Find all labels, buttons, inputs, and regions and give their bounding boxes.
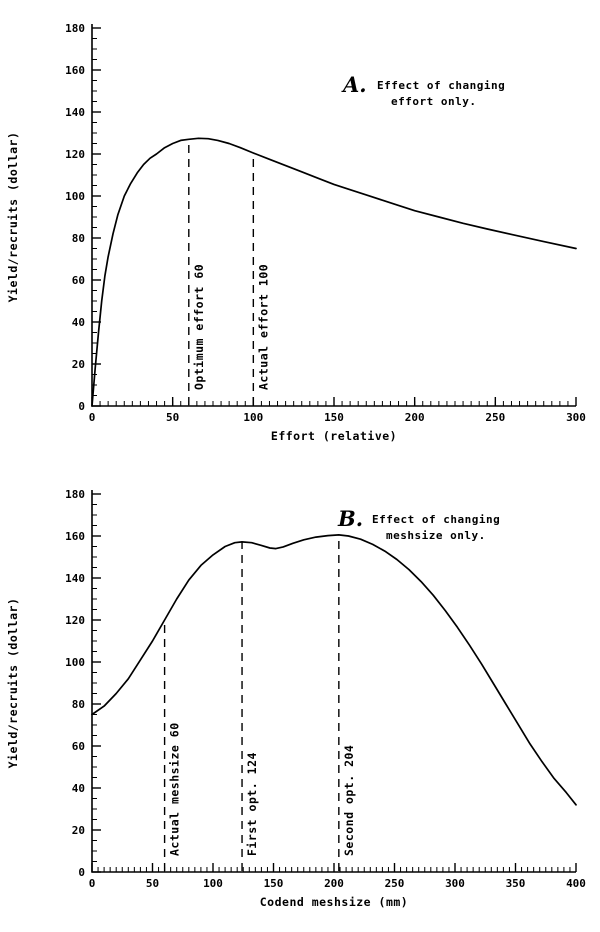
chart-b-svg: 0 50 100 150 200 250 300 350 400 0 20 40 60 80 100 120 1…	[6, 488, 586, 909]
marker-label: Actual effort 100	[256, 264, 270, 390]
x-tick-label: 350	[506, 877, 526, 890]
y-axis-title: Yield/recruits (dollar)	[6, 598, 20, 769]
y-tick-label: 120	[65, 148, 85, 161]
chart-panel-a: 0 50 100 150 200 250 300 0 20 40 60 80 100 120 140 160 1…	[6, 22, 586, 443]
y-tick-label: 140	[65, 572, 85, 585]
y-tick-label: 40	[72, 782, 85, 795]
marker-label: First opt. 124	[245, 752, 259, 856]
annotation-line-2: meshsize only.	[386, 529, 486, 542]
curve-yield-per-recruit-vs-meshsize	[91, 534, 577, 806]
x-tick-label: 0	[89, 411, 96, 424]
x-tick-label: 300	[445, 877, 465, 890]
y-tick-label: 160	[65, 64, 85, 77]
y-axis-title: Yield/recruits (dollar)	[6, 132, 20, 303]
x-tick-label: 100	[203, 877, 223, 890]
y-tick-label: 80	[72, 232, 85, 245]
annotation-line-1: Effect of changing	[377, 79, 505, 92]
y-tick-label: 160	[65, 530, 85, 543]
y-tick-label: 40	[72, 316, 85, 329]
x-tick-label: 100	[243, 411, 263, 424]
marker-label: Second opt. 204	[342, 745, 356, 856]
x-tick-label: 50	[146, 877, 159, 890]
x-axis-title: Effort (relative)	[271, 429, 397, 443]
chart-panel-b: 0 50 100 150 200 250 300 350 400 0 20 40 60 80 100 120 1…	[0, 466, 600, 932]
y-tick-label: 140	[65, 106, 85, 119]
panel-letter: A.	[341, 72, 367, 97]
y-tick-label: 180	[65, 22, 85, 35]
y-tick-label: 60	[72, 740, 85, 753]
y-tick-label: 20	[72, 824, 85, 837]
x-tick-label: 250	[485, 411, 505, 424]
y-tick-label: 180	[65, 488, 85, 501]
x-tick-label: 150	[324, 411, 344, 424]
panel-letter: B.	[337, 506, 363, 531]
x-tick-label: 200	[405, 411, 425, 424]
y-tick-label: 0	[78, 866, 85, 879]
x-tick-label: 300	[566, 411, 586, 424]
x-axis-title: Codend meshsize (mm)	[260, 895, 408, 909]
x-tick-label: 200	[324, 877, 344, 890]
curve-yield-per-recruit-vs-effort	[91, 137, 577, 407]
x-tick-label: 250	[385, 877, 405, 890]
x-tick-label: 400	[566, 877, 586, 890]
marker-label: Actual meshsize 60	[168, 722, 182, 856]
x-tick-label: 50	[166, 411, 179, 424]
x-tick-label: 0	[89, 877, 96, 890]
y-tick-label: 20	[72, 358, 85, 371]
chart-a-svg: 0 50 100 150 200 250 300 0 20 40 60 80 100 120 140 160 1…	[6, 22, 586, 443]
y-tick-label: 0	[78, 400, 85, 413]
y-tick-label: 100	[65, 190, 85, 203]
y-tick-label: 80	[72, 698, 85, 711]
annotation-line-1: Effect of changing	[372, 513, 500, 526]
y-tick-label: 100	[65, 656, 85, 669]
y-tick-label: 60	[72, 274, 85, 287]
y-tick-label: 120	[65, 614, 85, 627]
annotation-line-2: effort only.	[391, 95, 476, 108]
x-tick-label: 150	[264, 877, 284, 890]
marker-label: Optimum effort 60	[192, 264, 206, 390]
